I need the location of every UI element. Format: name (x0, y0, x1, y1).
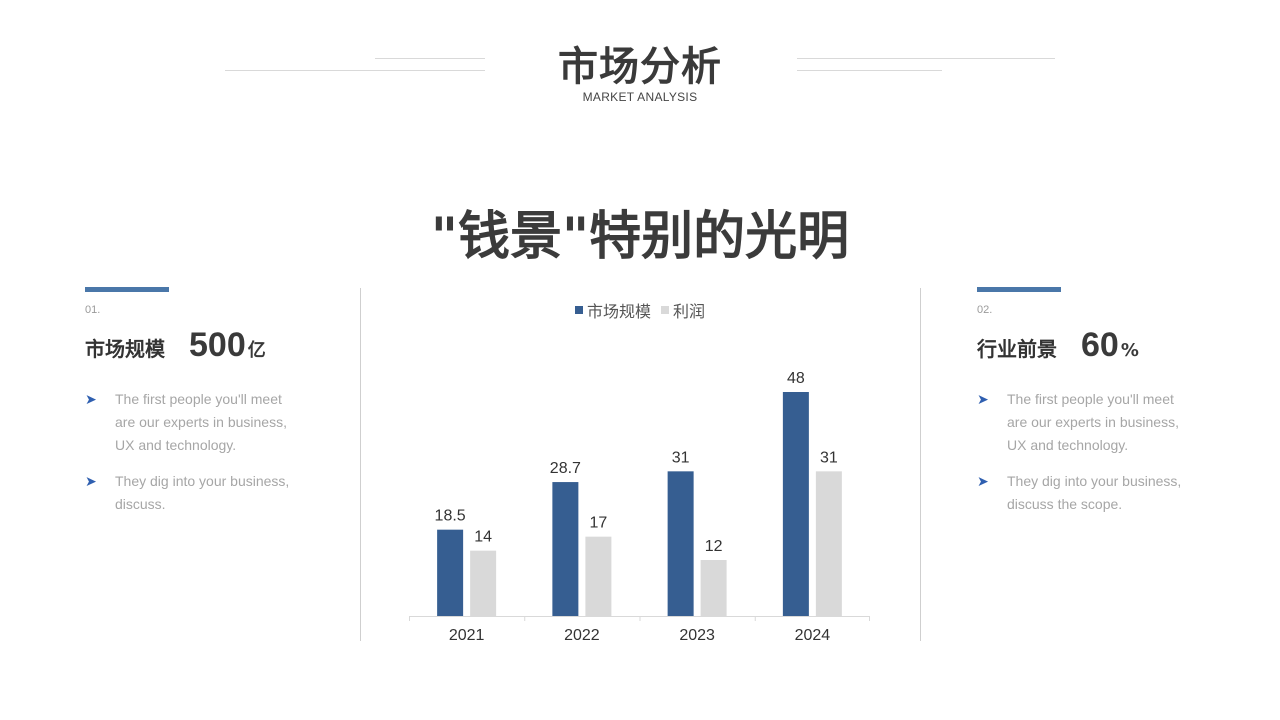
x-tick-label-2023: 2023 (679, 627, 715, 644)
right-bullet-2-text: They dig into your business, discuss the… (1007, 473, 1182, 512)
right-bullet-1-text: The first people you'll meet are our exp… (1007, 391, 1179, 453)
header-deco-line-right (797, 70, 942, 71)
left-bullet-2-text: They dig into your business, discuss. (115, 473, 290, 512)
bar-profit-2022 (585, 536, 612, 616)
left-divider (360, 288, 361, 641)
right-index-label: 02. (977, 304, 993, 316)
right-accent-bar (977, 287, 1061, 292)
data-label-profit-2024: 31 (820, 449, 838, 466)
left-accent-bar (85, 287, 169, 292)
arrow-bullet-icon: ➤ (85, 473, 97, 489)
right-bullet-2: ➤ They dig into your business, discuss t… (977, 470, 1197, 516)
right-divider (920, 288, 921, 641)
left-bullet-2: ➤ They dig into your business, discuss. (85, 470, 305, 516)
bar-market-2024 (782, 392, 809, 616)
header-deco-line-right-top (797, 58, 1055, 59)
right-metric: 行业前景 60 % (977, 326, 1139, 365)
bar-market-2021 (437, 529, 464, 616)
legend-swatch-market (574, 306, 583, 314)
page-subtitle: MARKET ANALYSIS (582, 90, 698, 104)
data-label-market-2023: 31 (672, 449, 690, 466)
right-metric-value: 60 (1081, 326, 1119, 364)
left-bullet-1: ➤ The first people you'll meet are our e… (85, 388, 305, 457)
left-metric-value: 500 (189, 326, 246, 364)
data-label-market-2022: 28.7 (550, 460, 581, 477)
x-tick-label-2022: 2022 (564, 627, 600, 644)
bar-profit-2021 (470, 550, 497, 616)
x-tick-label-2024: 2024 (795, 627, 831, 644)
left-metric-unit: 亿 (247, 340, 266, 361)
page-title: 市场分析 (558, 44, 722, 90)
legend-item-profit: 利润 (661, 298, 705, 322)
data-label-market-2024: 48 (787, 370, 805, 387)
header-deco-line-left-top (375, 58, 485, 59)
arrow-bullet-icon: ➤ (977, 473, 989, 489)
bar-market-2023 (667, 471, 694, 616)
headline: "钱景"特别的光明 (430, 207, 850, 267)
legend-label-market: 市场规模 (586, 302, 651, 321)
left-bullet-1-text: The first people you'll meet are our exp… (115, 391, 287, 453)
legend-label-profit: 利润 (673, 302, 706, 321)
data-label-profit-2023: 12 (705, 538, 723, 555)
left-metric: 市场规模 500 亿 (85, 326, 266, 365)
data-label-profit-2021: 14 (474, 529, 492, 546)
legend-item-market: 市场规模 (574, 298, 651, 322)
legend-swatch-profit (661, 306, 669, 314)
header-deco-line-left (225, 70, 485, 71)
arrow-bullet-icon: ➤ (85, 391, 97, 407)
left-metric-label: 市场规模 (85, 337, 165, 361)
chart-legend: 市场规模 利润 (0, 298, 1280, 322)
right-bullet-1: ➤ The first people you'll meet are our e… (977, 388, 1197, 457)
right-metric-unit: % (1120, 340, 1139, 361)
bar-profit-2024 (815, 471, 842, 616)
bar-profit-2023 (700, 560, 727, 616)
bar-market-2022 (552, 482, 579, 616)
arrow-bullet-icon: ➤ (977, 391, 989, 407)
data-label-profit-2022: 17 (589, 515, 607, 532)
data-label-market-2021: 18.5 (435, 508, 466, 525)
right-metric-label: 行业前景 (977, 337, 1057, 361)
x-tick-label-2021: 2021 (449, 627, 485, 644)
left-index-label: 01. (85, 304, 101, 316)
